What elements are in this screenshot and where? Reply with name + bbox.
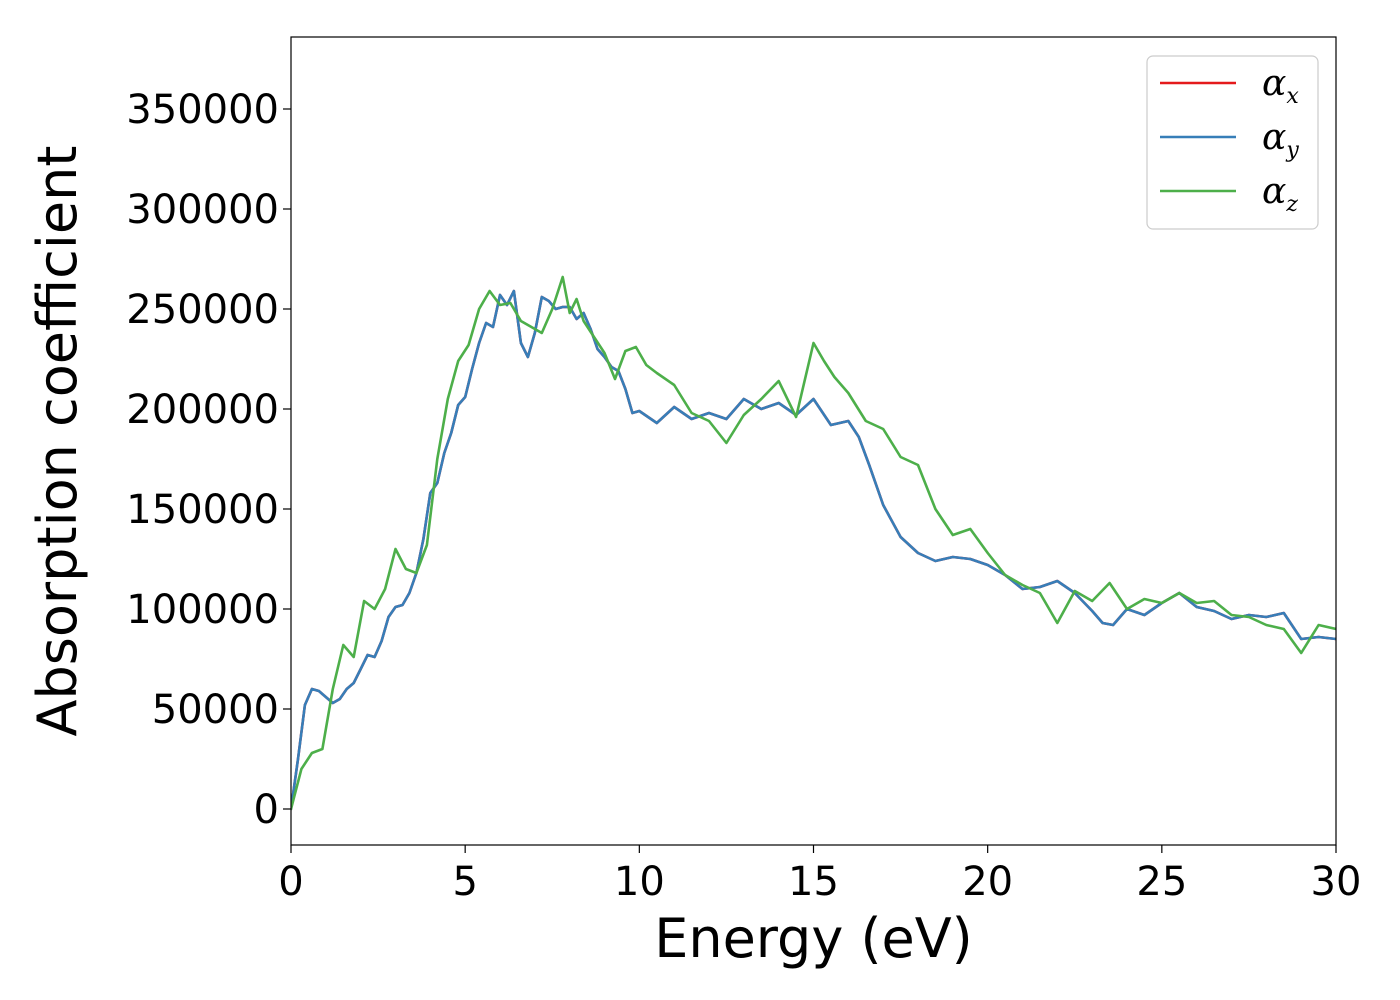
y-tick-label: 250000	[126, 287, 279, 333]
legend-label-x: αx	[1262, 63, 1299, 109]
y-tick-label: 0	[254, 787, 279, 833]
x-tick-label: 20	[962, 859, 1013, 905]
y-axis-label: Absorption coefficient	[26, 146, 89, 737]
x-tick-label: 15	[788, 859, 839, 905]
series-layer	[291, 275, 1336, 811]
x-axis-label: Energy (eV)	[654, 907, 973, 970]
series-line-y	[291, 289, 1336, 811]
y-axis: 0 50000 100000 150000 200000 250000 300000 3500…	[126, 87, 291, 833]
legend-label-z: αz	[1262, 171, 1298, 217]
y-tick-label: 100000	[126, 587, 279, 633]
legend-box	[1146, 55, 1319, 230]
x-tick-label: 5	[452, 859, 477, 905]
legend: αx αy αz	[1146, 55, 1319, 230]
x-tick-label: 25	[1136, 859, 1187, 905]
x-tick-label: 0	[278, 859, 303, 905]
series-line-x	[291, 289, 1336, 811]
series-line-z	[291, 275, 1336, 811]
x-axis: 0 5 10 15 20 25 30	[278, 845, 1361, 905]
y-tick-label: 300000	[126, 187, 279, 233]
y-tick-label: 350000	[126, 87, 279, 133]
x-tick-label: 30	[1311, 859, 1362, 905]
y-tick-label: 200000	[126, 387, 279, 433]
legend-label-y: αy	[1262, 117, 1299, 163]
x-tick-label: 10	[614, 859, 665, 905]
y-tick-label: 50000	[152, 687, 279, 733]
y-tick-label: 150000	[126, 487, 279, 533]
